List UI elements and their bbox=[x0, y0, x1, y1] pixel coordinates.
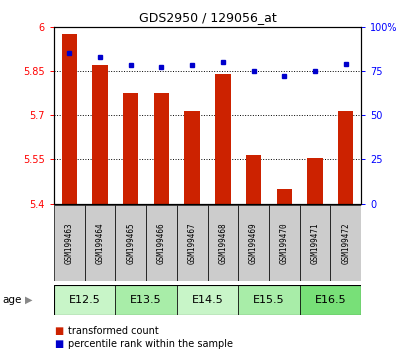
Bar bbox=[177, 205, 208, 281]
Text: GSM199470: GSM199470 bbox=[280, 223, 289, 264]
Bar bbox=[338, 110, 354, 204]
Text: GSM199463: GSM199463 bbox=[65, 223, 74, 264]
Bar bbox=[215, 74, 231, 204]
Text: E14.5: E14.5 bbox=[192, 295, 223, 305]
Text: age: age bbox=[2, 295, 22, 305]
Bar bbox=[269, 205, 300, 281]
Bar bbox=[54, 285, 115, 315]
Bar bbox=[307, 158, 323, 204]
Text: E16.5: E16.5 bbox=[315, 295, 346, 305]
Text: ■: ■ bbox=[54, 339, 63, 349]
Text: GSM199464: GSM199464 bbox=[95, 223, 105, 264]
Bar bbox=[92, 65, 108, 204]
Bar bbox=[238, 285, 300, 315]
Text: GSM199468: GSM199468 bbox=[218, 223, 227, 264]
Text: transformed count: transformed count bbox=[68, 326, 159, 336]
Text: ■: ■ bbox=[54, 326, 63, 336]
Text: E12.5: E12.5 bbox=[69, 295, 100, 305]
Text: GSM199472: GSM199472 bbox=[341, 223, 350, 264]
Bar bbox=[277, 189, 292, 204]
Bar bbox=[115, 285, 177, 315]
Bar bbox=[177, 285, 238, 315]
Bar bbox=[238, 205, 269, 281]
Bar bbox=[154, 93, 169, 204]
Bar bbox=[146, 205, 177, 281]
Text: percentile rank within the sample: percentile rank within the sample bbox=[68, 339, 234, 349]
Title: GDS2950 / 129056_at: GDS2950 / 129056_at bbox=[139, 11, 276, 24]
Bar bbox=[208, 205, 238, 281]
Bar bbox=[115, 205, 146, 281]
Bar bbox=[246, 155, 261, 204]
Bar bbox=[61, 34, 77, 204]
Bar bbox=[85, 205, 115, 281]
Text: GSM199466: GSM199466 bbox=[157, 223, 166, 264]
Text: GSM199471: GSM199471 bbox=[310, 223, 320, 264]
Text: GSM199467: GSM199467 bbox=[188, 223, 197, 264]
Bar bbox=[330, 205, 361, 281]
Bar bbox=[54, 205, 85, 281]
Bar bbox=[300, 285, 361, 315]
Bar bbox=[123, 93, 139, 204]
Text: E13.5: E13.5 bbox=[130, 295, 162, 305]
Text: E15.5: E15.5 bbox=[253, 295, 285, 305]
Text: GSM199465: GSM199465 bbox=[126, 223, 135, 264]
Bar bbox=[184, 110, 200, 204]
Bar bbox=[300, 205, 330, 281]
Text: GSM199469: GSM199469 bbox=[249, 223, 258, 264]
Text: ▶: ▶ bbox=[24, 295, 32, 305]
